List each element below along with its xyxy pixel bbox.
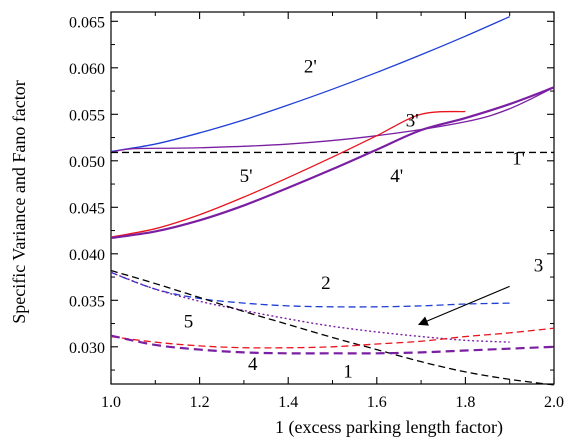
- series-line-1: [110, 16, 510, 153]
- curve-label: 3': [406, 110, 419, 131]
- y-tick-label: 0.050: [69, 154, 105, 171]
- series-line-9: [110, 327, 555, 349]
- series-layer: [110, 16, 555, 386]
- x-tick-label: 2.0: [544, 394, 564, 411]
- series-line-6: [110, 271, 510, 308]
- y-tick-label: 0.040: [69, 247, 105, 264]
- x-tick-label: 1.4: [278, 394, 298, 411]
- series-line-8: [110, 269, 555, 386]
- series-line-4: [110, 110, 466, 238]
- x-tick-label: 1.0: [101, 394, 121, 411]
- curve-label: 4: [248, 354, 258, 375]
- series-line-5: [110, 86, 555, 240]
- curve-label: 1': [512, 149, 525, 170]
- y-tick-label: 0.055: [69, 107, 105, 124]
- y-tick-label: 0.045: [69, 200, 105, 217]
- curve-label: 5': [240, 166, 253, 187]
- curve-label: 2: [321, 273, 331, 294]
- curve-label: 2': [304, 56, 317, 77]
- y-axis-title: Specific Variance and Fano factor: [9, 80, 29, 324]
- annotation-arrow: [417, 285, 510, 326]
- curve-label: 4': [390, 166, 403, 187]
- y-tick-label: 0.030: [69, 340, 105, 357]
- series-line-2: [110, 86, 555, 154]
- y-tick-label: 0.035: [69, 293, 105, 310]
- axes: 1.0 1.2 1.4 1.6 1.8 2.0 0.030 0.035 0.040 0.045 0.…: [69, 12, 564, 411]
- y-tick-label: 0.060: [69, 61, 105, 78]
- x-tick-label: 1.2: [190, 394, 210, 411]
- plot-area-frame: [110, 11, 555, 385]
- y-tick-label: 0.065: [69, 14, 105, 31]
- curve-labels: 2' 3' 1' 5' 4' 2 3 5 4 1: [184, 56, 543, 382]
- x-axis-title: 1 (excess parking length factor): [275, 417, 503, 438]
- x-tick-label: 1.8: [455, 394, 475, 411]
- curve-label: 3: [534, 255, 544, 276]
- series-line-10: [110, 334, 555, 355]
- curve-label: 1: [343, 361, 353, 382]
- x-tick-label: 1.6: [367, 394, 387, 411]
- curve-label: 5: [184, 311, 194, 332]
- series-line-7: [110, 271, 510, 343]
